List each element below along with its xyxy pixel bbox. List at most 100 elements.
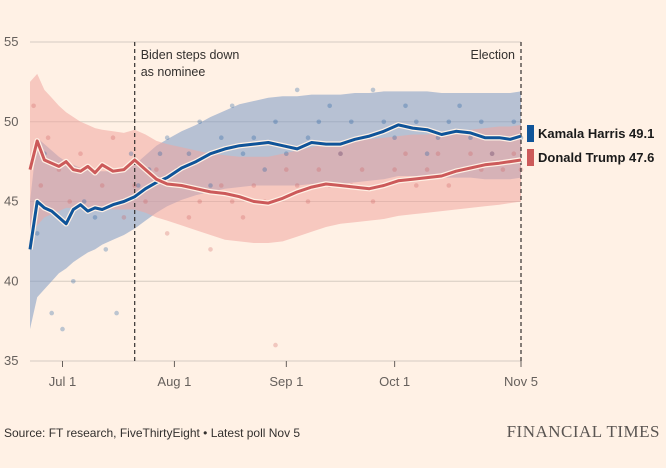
source-note: Source: FT research, FiveThirtyEight • L…: [4, 426, 301, 440]
event-markers: Biden steps down as nominee Election: [134, 42, 522, 361]
poll-dot: [154, 167, 159, 172]
poll-dot: [45, 135, 51, 140]
average-lines: [27, 122, 522, 250]
poll-dot: [349, 119, 354, 125]
poll-dot: [186, 151, 192, 156]
poll-dot: [479, 119, 484, 125]
poll-dot: [38, 183, 44, 188]
poll-dot: [273, 342, 278, 348]
event-label-0-1: as nominee: [141, 65, 206, 79]
x-tick-label-1: Aug 1: [157, 374, 191, 389]
poll-dot: [164, 135, 170, 140]
poll-dot: [392, 135, 397, 140]
poll-dot: [403, 151, 408, 156]
poll-dot: [414, 183, 419, 188]
x-tick-label-4: Nov 5: [504, 374, 538, 389]
poll-dot: [294, 183, 300, 188]
poll-dot: [489, 151, 495, 156]
poll-dot: [359, 167, 365, 172]
poll-dot: [294, 87, 300, 93]
poll-dot: [338, 151, 343, 156]
poll-dot: [468, 135, 473, 140]
poll-dot: [251, 183, 257, 188]
poll-dot: [31, 103, 36, 109]
legend: Kamala Harris 49.1 Donald Trump 47.6: [527, 125, 654, 166]
poll-dot: [370, 199, 376, 204]
poll-dot: [414, 119, 419, 125]
poll-dot: [489, 151, 495, 156]
poll-dot: [240, 215, 246, 220]
line-0: [28, 123, 522, 250]
legend-swatch-1: [527, 149, 534, 166]
poll-dot: [110, 135, 116, 140]
y-tick-label-55: 55: [4, 34, 18, 49]
poll-dot: [511, 119, 517, 125]
poll-dot: [143, 199, 148, 204]
poll-dot: [164, 231, 170, 236]
ft-logo: FINANCIAL TIMES: [506, 422, 660, 441]
poll-dot: [305, 199, 311, 204]
poll-dot: [446, 119, 452, 125]
poll-dot: [500, 167, 506, 172]
y-tick-label-45: 45: [4, 194, 18, 209]
poll-dot: [128, 151, 134, 156]
poll-dot: [435, 151, 441, 156]
poll-dot: [208, 247, 213, 252]
poll-dot: [92, 215, 98, 220]
line-1: [28, 139, 522, 205]
poll-dot: [284, 151, 289, 156]
x-tick-label-2: Sep 1: [269, 374, 303, 389]
poll-dot: [219, 183, 224, 188]
poll-dot: [316, 119, 322, 125]
poll-dot: [208, 183, 213, 188]
poll-dot: [186, 215, 192, 220]
poll-dot: [67, 199, 72, 204]
poll-dot: [136, 183, 141, 188]
poll-dot: [403, 103, 408, 109]
poll-dot: [121, 215, 127, 220]
axes: 35 40 45 50 55 Jul 1 Aug 1 Sep 1 Oct 1 Nov 5: [4, 34, 538, 389]
poll-dot: [392, 167, 397, 172]
y-tick-label-40: 40: [4, 273, 18, 288]
poll-dot: [468, 151, 473, 156]
poll-dot: [197, 199, 202, 204]
poll-dot: [60, 326, 65, 332]
band-1: [30, 73, 521, 244]
legend-label-0: Kamala Harris 49.1: [538, 126, 654, 141]
confidence-bands: [30, 73, 521, 330]
event-label-0-0: Biden steps down: [141, 48, 240, 62]
poll-dot: [240, 151, 246, 156]
poll-dot: [219, 135, 224, 140]
poll-dot: [446, 183, 452, 188]
poll-dot: [197, 119, 202, 125]
poll-dot: [229, 199, 235, 204]
poll-dot: [262, 167, 268, 172]
poll-dot: [229, 103, 235, 109]
poll-dot: [71, 279, 76, 284]
poll-dot: [251, 135, 257, 140]
event-label-1-0: Election: [471, 48, 516, 62]
poll-dot: [273, 119, 278, 125]
x-tick-label-0: Jul 1: [49, 374, 76, 389]
poll-dot: [34, 231, 40, 236]
poll-dot: [327, 103, 333, 109]
poll-dot: [284, 167, 289, 172]
x-tick-label-3: Oct 1: [379, 374, 410, 389]
poll-dot: [49, 310, 54, 316]
poll-dot: [99, 183, 105, 188]
poll-dot: [114, 310, 119, 316]
legend-label-1: Donald Trump 47.6: [538, 150, 654, 165]
poll-dot: [103, 247, 109, 252]
poll-dot: [316, 167, 322, 172]
poll-dot: [511, 151, 517, 156]
poll-dot: [424, 151, 430, 156]
poll-dot: [370, 87, 376, 93]
poll-dot: [381, 119, 387, 125]
poll-dot: [81, 199, 87, 204]
poll-dot: [305, 135, 311, 140]
legend-swatch-0: [527, 125, 534, 142]
poll-dot: [457, 103, 462, 109]
poll-dot: [424, 167, 430, 172]
y-tick-label-50: 50: [4, 114, 18, 129]
